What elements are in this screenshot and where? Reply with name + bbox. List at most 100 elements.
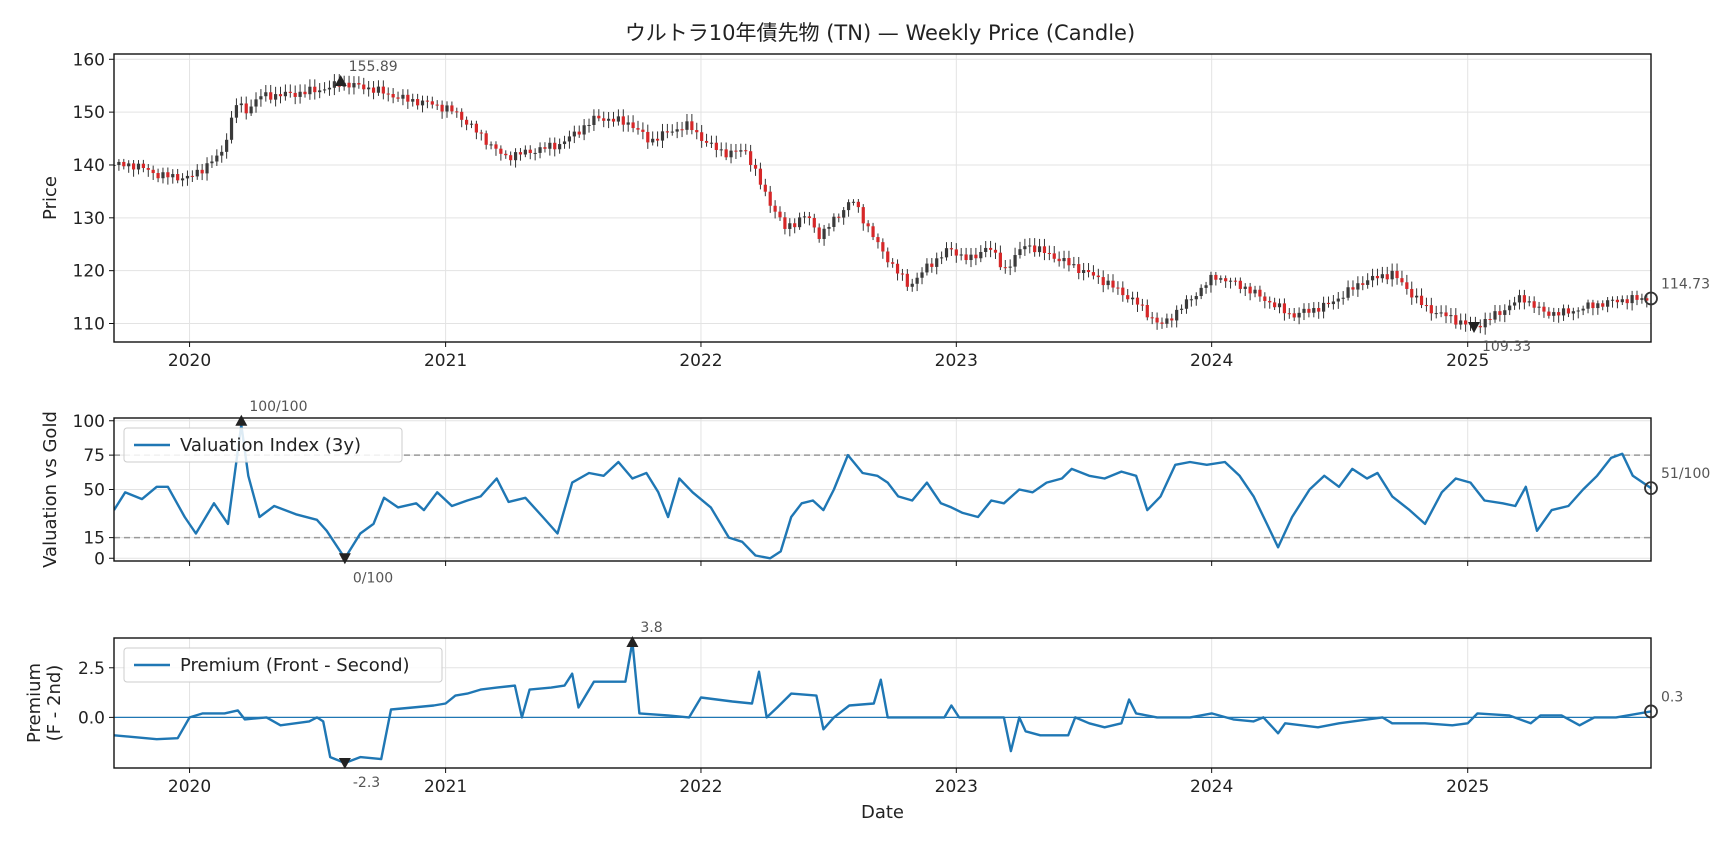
candle-body (474, 123, 478, 133)
candle-body (690, 121, 694, 131)
last-label: 51/100 (1661, 466, 1710, 482)
candle-body (278, 94, 283, 97)
last-marker (1644, 704, 1658, 719)
candle-body (1047, 252, 1051, 254)
candle-body (131, 163, 136, 170)
candle-body (1424, 305, 1429, 307)
candle-body (925, 263, 929, 273)
candle-body (269, 92, 273, 100)
candle-body (435, 104, 439, 106)
y-tick-label: 0.0 (78, 708, 105, 728)
candle-body (1042, 246, 1047, 253)
candle-body (954, 249, 958, 256)
candle-body (464, 119, 469, 125)
candle-body (1179, 308, 1184, 310)
axes-frame (113, 637, 1652, 769)
candle-body (1160, 322, 1164, 324)
candle-body (1591, 302, 1595, 309)
candle-body (479, 132, 483, 134)
candle-body (822, 228, 826, 239)
candle-body (425, 100, 430, 102)
candle-body (817, 227, 821, 239)
candle-body (1082, 270, 1086, 273)
candle-body (729, 150, 733, 158)
candle-body (910, 283, 914, 287)
candle-body (298, 91, 302, 97)
candle-body (283, 91, 287, 97)
candle-body (802, 216, 807, 218)
candle-body (239, 103, 243, 106)
candle-body (460, 111, 464, 120)
candle-body (401, 94, 405, 99)
candle-body (455, 111, 459, 113)
candle-body (1361, 283, 1365, 285)
candle-body (558, 144, 562, 150)
candle-body (1483, 319, 1487, 328)
candle-body (371, 87, 376, 93)
x-axis-label: Date (861, 802, 904, 823)
candle-body (1380, 274, 1384, 279)
candle-body (1121, 287, 1125, 296)
candle-body (704, 140, 709, 143)
candle-body (930, 263, 934, 267)
last-label: 114.73 (1661, 277, 1710, 293)
candle-body (1537, 306, 1541, 308)
x-tick-label: 2022 (679, 777, 722, 797)
candle-body (1542, 306, 1546, 312)
candle-body (215, 155, 219, 162)
candle-body (651, 138, 655, 143)
candle-body (180, 178, 185, 181)
candle-body (1140, 304, 1144, 306)
candle-body (1209, 274, 1213, 286)
candle-body (411, 99, 415, 102)
candle-body (1282, 303, 1287, 314)
candle-body (827, 226, 831, 229)
candle-body (1248, 286, 1252, 294)
candle-body (146, 168, 150, 170)
candle-body (719, 149, 723, 151)
candle-body (161, 172, 165, 179)
candle-body (327, 87, 332, 90)
candle-body (347, 82, 351, 88)
series-line (114, 640, 1651, 765)
candle-body (1419, 295, 1424, 306)
candle-body (499, 148, 503, 154)
candle-body (1184, 299, 1189, 309)
candle-body (406, 94, 410, 102)
plot-area (114, 74, 1649, 335)
candle-body (381, 86, 385, 94)
candle-body (259, 96, 263, 100)
candle-body (597, 115, 601, 119)
candle-body (220, 151, 224, 156)
candle-body (900, 273, 905, 275)
candle-body (1165, 318, 1169, 324)
candle-body (1175, 309, 1179, 321)
x-tick-label: 2021 (424, 777, 467, 797)
candle-body (386, 93, 390, 95)
candle-body (1238, 280, 1242, 289)
candle-body (680, 129, 684, 131)
candle-body (136, 163, 141, 170)
candle-body (1586, 302, 1590, 309)
y-axis-label: Premium (24, 663, 45, 743)
candle-body (602, 118, 606, 121)
candle-body (1101, 277, 1105, 286)
candle-body (709, 142, 714, 144)
candle-body (846, 202, 851, 211)
candle-body (141, 163, 145, 169)
candle-body (171, 174, 175, 178)
candle-body (993, 249, 998, 253)
min-label: 0/100 (353, 570, 393, 586)
y-tick-label: 160 (73, 50, 105, 70)
candle-body (979, 251, 983, 259)
candle-body (562, 141, 567, 145)
valuation-panel: 015 50 75 100 Valuation vs Gold Valuation Ind… (40, 399, 1710, 587)
candle-body (871, 226, 875, 238)
candle-body (866, 223, 870, 227)
candle-body (249, 106, 253, 114)
candle-body (1444, 312, 1448, 317)
min-marker (338, 758, 351, 770)
candle-body (1145, 305, 1149, 318)
candle-body (1086, 270, 1091, 273)
candle-body (1057, 258, 1061, 262)
